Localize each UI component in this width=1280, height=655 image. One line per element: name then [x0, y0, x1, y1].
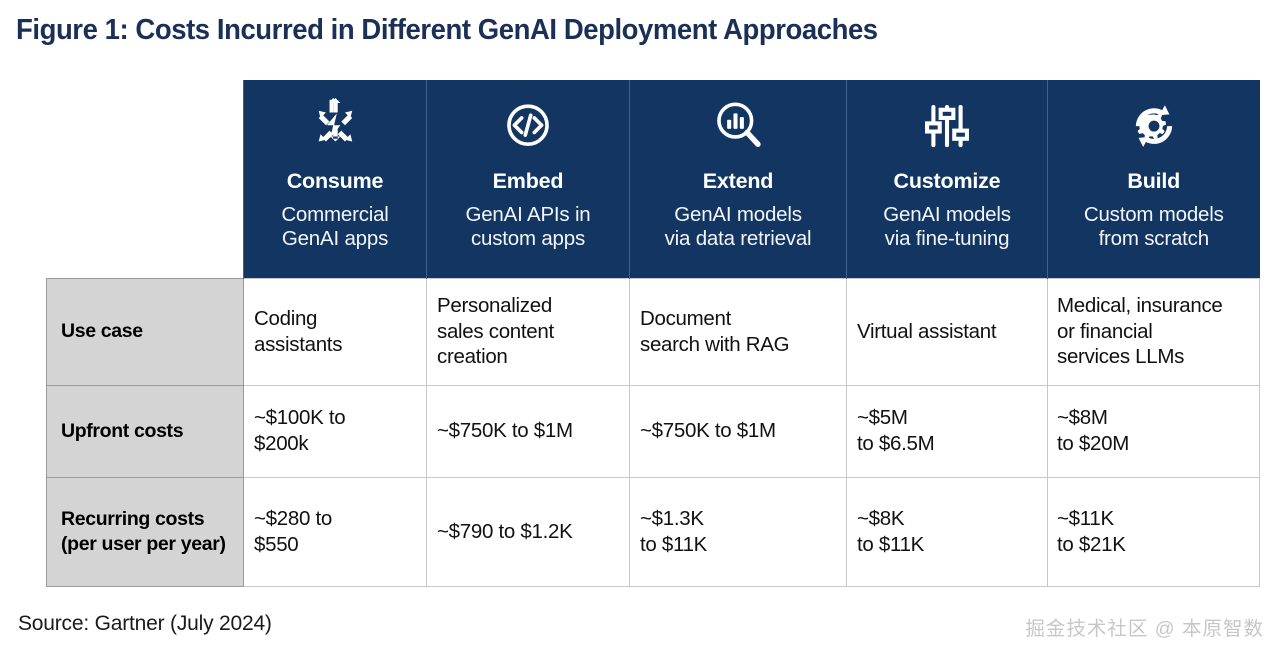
cell-upfront-customize: ~$5M to $6.5M: [846, 384, 1048, 478]
column-header-build-name: Build: [1127, 169, 1181, 193]
sliders-icon: [917, 98, 977, 156]
column-header-consume-desc: Commercial GenAI apps: [281, 202, 389, 250]
lightning-arrows-icon: [305, 98, 365, 156]
column-header-build-desc: Custom models from scratch: [1083, 202, 1224, 250]
row-label-upfront-costs: Upfront costs: [46, 384, 244, 478]
cell-recurring-extend: ~$1.3K to $11K: [629, 476, 847, 587]
column-header-extend-desc: GenAI models via data retrieval: [664, 202, 812, 250]
cell-upfront-build: ~$8M to $20M: [1047, 384, 1260, 478]
figure-title: Figure 1: Costs Incurred in Different Ge…: [16, 14, 878, 46]
cell-use-case-embed: Personalized sales content creation: [426, 277, 630, 386]
code-brackets-circle-icon: [498, 98, 558, 156]
cell-recurring-customize: ~$8K to $11K: [846, 476, 1048, 587]
source-note: Source: Gartner (July 2024): [18, 612, 272, 635]
gear-refresh-icon: [1124, 98, 1184, 156]
column-header-extend-name: Extend: [702, 169, 774, 193]
table-header-row: Consume Commercial GenAI apps: [46, 80, 1260, 278]
cell-use-case-consume: Coding assistants: [243, 277, 427, 386]
cell-upfront-extend: ~$750K to $1M: [629, 384, 847, 478]
column-header-consume-name: Consume: [286, 169, 384, 193]
table-row: Use case Coding assistants Personalized …: [46, 277, 1260, 386]
row-label-use-case: Use case: [46, 277, 244, 386]
cell-upfront-consume: ~$100K to $200k: [243, 384, 427, 478]
cost-comparison-table-wrapper: Consume Commercial GenAI apps: [46, 80, 1260, 587]
cell-use-case-customize: Virtual assistant: [846, 277, 1048, 386]
cell-use-case-extend: Document search with RAG: [629, 277, 847, 386]
magnifier-bars-icon: [708, 98, 768, 156]
cost-comparison-table: Consume Commercial GenAI apps: [46, 80, 1260, 587]
watermark: 掘金技术社区 @ 本原智数: [1025, 618, 1264, 640]
header-corner-spacer: [46, 80, 244, 278]
cell-recurring-embed: ~$790 to $1.2K: [426, 476, 630, 587]
column-header-extend: Extend GenAI models via data retrieval: [629, 80, 847, 278]
cell-recurring-build: ~$11K to $21K: [1047, 476, 1260, 587]
column-header-customize-desc: GenAI models via fine-tuning: [883, 202, 1011, 250]
column-header-consume: Consume Commercial GenAI apps: [243, 80, 427, 278]
table-row: Upfront costs ~$100K to $200k ~$750K to …: [46, 384, 1260, 478]
table-row: Recurring costs (per user per year) ~$28…: [46, 476, 1260, 587]
column-header-embed-name: Embed: [492, 169, 564, 193]
column-header-customize-name: Customize: [893, 169, 1001, 193]
column-header-embed: Embed GenAI APIs in custom apps: [426, 80, 630, 278]
column-header-build: Build Custom models from scratch: [1047, 80, 1260, 278]
row-label-recurring-costs: Recurring costs (per user per year): [46, 476, 244, 587]
cell-use-case-build: Medical, insurance or financial services…: [1047, 277, 1260, 386]
cell-recurring-consume: ~$280 to $550: [243, 476, 427, 587]
column-header-embed-desc: GenAI APIs in custom apps: [465, 202, 591, 250]
column-header-customize: Customize GenAI models via fine-tuning: [846, 80, 1048, 278]
cell-upfront-embed: ~$750K to $1M: [426, 384, 630, 478]
